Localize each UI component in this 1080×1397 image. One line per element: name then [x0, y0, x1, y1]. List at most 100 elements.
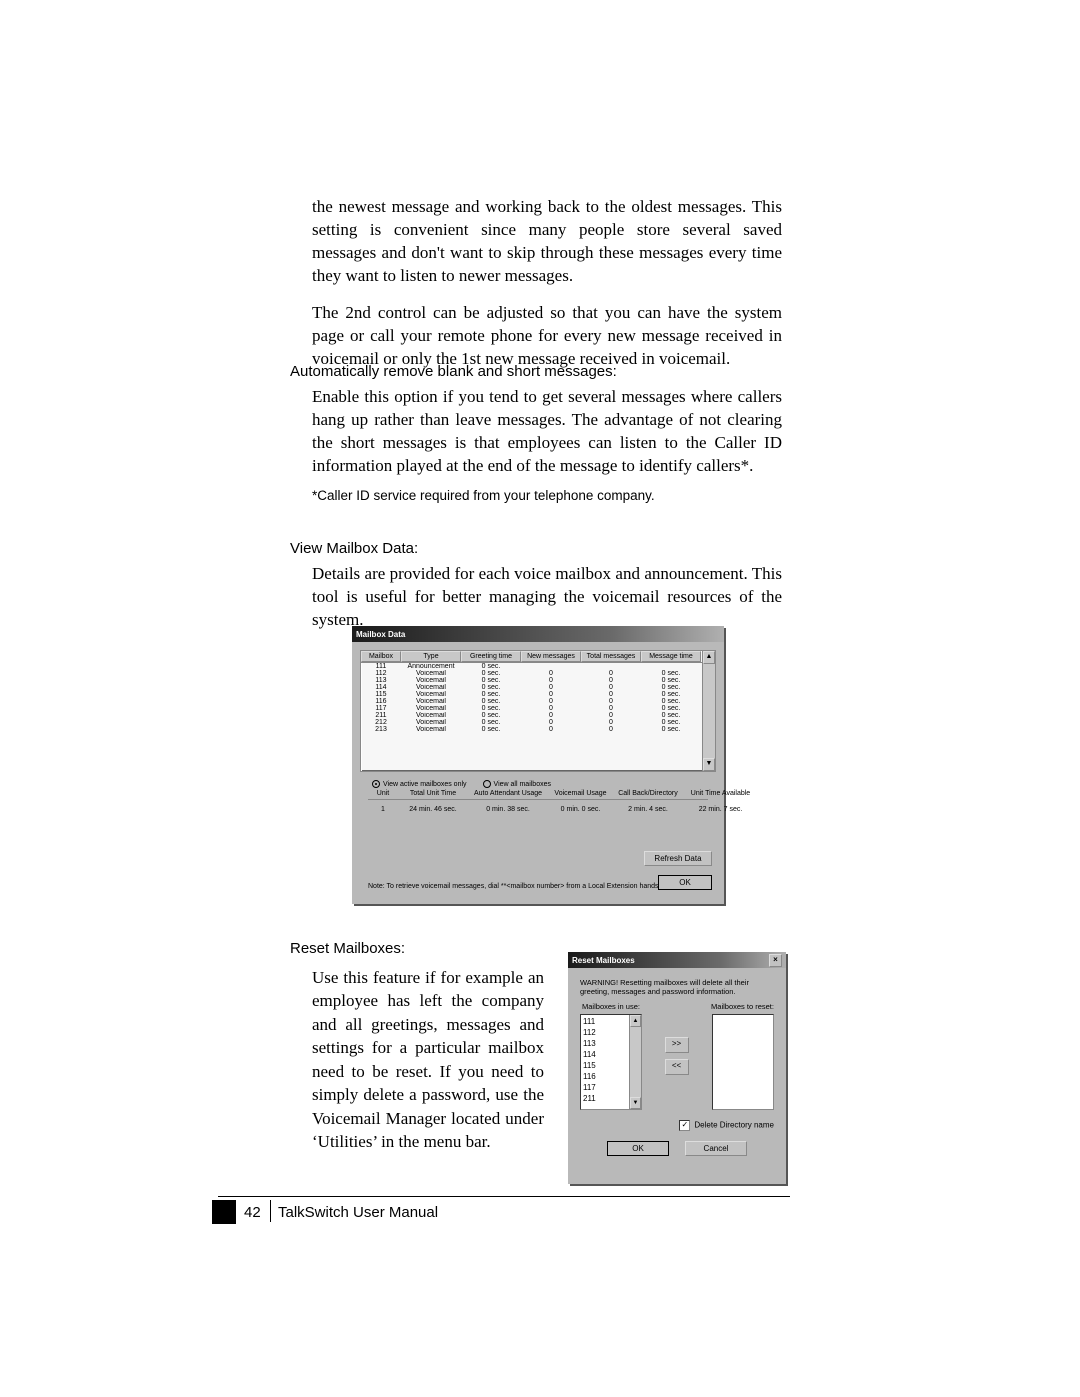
cell: Voicemail [401, 726, 461, 733]
cell: Voicemail [401, 719, 461, 726]
dialog-titlebar[interactable]: Reset Mailboxes × [568, 952, 786, 968]
cell: Announcement [401, 663, 461, 670]
radio-group: View active mailboxes only View all mail… [372, 780, 716, 788]
column-header[interactable]: Total messages [581, 651, 641, 662]
cell: 0 sec. [461, 712, 521, 719]
mailboxes-to-reset-list[interactable] [712, 1014, 774, 1110]
paragraph: The 2nd control can be adjusted so that … [312, 302, 782, 371]
scrollbar[interactable]: ▲▼ [629, 1015, 641, 1109]
list-transfer: Mailboxes in use: 1111121131141151161172… [580, 1002, 774, 1110]
cell: 24 min. 46 sec. [398, 806, 468, 813]
column-header[interactable]: New messages [521, 651, 581, 662]
cell: 0 sec. [461, 691, 521, 698]
table-row[interactable]: 113Voicemail0 sec.000 sec. [361, 677, 715, 684]
cell: 0 sec. [461, 677, 521, 684]
scroll-up-icon[interactable]: ▲ [703, 651, 715, 664]
paragraph: the newest message and working back to t… [312, 196, 782, 288]
table-row[interactable]: 115Voicemail0 sec.000 sec. [361, 691, 715, 698]
cell: 0 sec. [641, 705, 701, 712]
move-left-button[interactable]: << [665, 1059, 689, 1075]
mailboxes-in-use-list[interactable]: 111112113114115116117211 ▲▼ [580, 1014, 642, 1110]
ok-button[interactable]: OK [607, 1141, 669, 1156]
cell: Voicemail [401, 712, 461, 719]
cell: 0 [581, 712, 641, 719]
footer-rule [218, 1196, 790, 1197]
table-row[interactable]: 111Announcement0 sec. [361, 663, 715, 670]
warning-text: WARNING! Resetting mailboxes will delete… [580, 978, 774, 996]
cell: 0 [521, 705, 581, 712]
cell: 0 [521, 726, 581, 733]
cell: 0 [581, 691, 641, 698]
cell [521, 663, 581, 670]
dialog-title: Reset Mailboxes [572, 956, 635, 965]
cell: 0 min. 38 sec. [468, 806, 548, 813]
cell: 0 [581, 684, 641, 691]
cell: 212 [361, 719, 401, 726]
cell: 0 sec. [461, 698, 521, 705]
scroll-up-icon[interactable]: ▲ [630, 1015, 641, 1027]
scrollbar[interactable]: ▲ ▼ [702, 651, 715, 771]
cell: 0 sec. [641, 698, 701, 705]
cell: 0 sec. [461, 705, 521, 712]
dialog-titlebar[interactable]: Mailbox Data [352, 626, 724, 642]
body-column: the newest message and working back to t… [312, 196, 782, 385]
cell: 1 [368, 806, 398, 813]
cell: 0 sec. [641, 677, 701, 684]
cancel-button[interactable]: Cancel [685, 1141, 747, 1156]
cell: 117 [361, 705, 401, 712]
cell: 0 sec. [461, 663, 521, 670]
move-right-button[interactable]: >> [665, 1037, 689, 1053]
cell: 0 sec. [461, 670, 521, 677]
column-header: Auto Attendant Usage [468, 790, 548, 797]
footer-square-icon [212, 1200, 236, 1224]
cell: 0 [581, 726, 641, 733]
refresh-data-button[interactable]: Refresh Data [644, 851, 712, 866]
table-row[interactable]: 213Voicemail0 sec.000 sec. [361, 726, 715, 733]
cell: 2 min. 4 sec. [613, 806, 683, 813]
scroll-down-icon[interactable]: ▼ [630, 1097, 641, 1109]
cell: 0 [581, 677, 641, 684]
cell: 0 sec. [641, 670, 701, 677]
table-body: 111Announcement0 sec.112Voicemail0 sec.0… [361, 663, 715, 733]
cell: 111 [361, 663, 401, 670]
section-auto-remove: Automatically remove blank and short mes… [290, 363, 782, 503]
cell: 0 min. 0 sec. [548, 806, 613, 813]
table-row[interactable]: 212Voicemail0 sec.000 sec. [361, 719, 715, 726]
cell: 0 [521, 684, 581, 691]
dialog-note: Note: To retrieve voicemail messages, di… [368, 883, 666, 890]
scroll-down-icon[interactable]: ▼ [703, 758, 715, 771]
section-heading: View Mailbox Data: [290, 540, 782, 557]
cell: 0 sec. [641, 691, 701, 698]
mailbox-table: Mailbox Type Greeting time New messages … [360, 650, 716, 772]
cell: Voicemail [401, 698, 461, 705]
close-icon[interactable]: × [769, 954, 782, 967]
table-row[interactable]: 114Voicemail0 sec.000 sec. [361, 684, 715, 691]
column-header: Total Unit Time [398, 790, 468, 797]
cell: 0 [521, 677, 581, 684]
cell: 0 [521, 698, 581, 705]
delete-directory-checkbox[interactable]: ✓Delete Directory name [568, 1120, 774, 1131]
column-header[interactable]: Type [401, 651, 461, 662]
cell: 22 min. 7 sec. [683, 806, 758, 813]
column-header[interactable]: Greeting time [461, 651, 521, 662]
reset-mailboxes-dialog: Reset Mailboxes × WARNING! Resetting mai… [568, 952, 786, 1184]
cell: Voicemail [401, 670, 461, 677]
table-row[interactable]: 117Voicemail0 sec.000 sec. [361, 705, 715, 712]
paragraph: Details are provided for each voice mail… [312, 563, 782, 632]
radio-all[interactable]: View all mailboxes [483, 780, 551, 788]
cell: Voicemail [401, 677, 461, 684]
table-row[interactable]: 112Voicemail0 sec.000 sec. [361, 670, 715, 677]
footer-separator [270, 1200, 271, 1222]
cell: 211 [361, 712, 401, 719]
table-row[interactable]: 211Voicemail0 sec.000 sec. [361, 712, 715, 719]
dialog-title: Mailbox Data [356, 630, 405, 639]
ok-button[interactable]: OK [658, 875, 712, 890]
column-header: Voicemail Usage [548, 790, 613, 797]
table-row[interactable]: 116Voicemail0 sec.000 sec. [361, 698, 715, 705]
summary-header: Unit Total Unit Time Auto Attendant Usag… [368, 790, 708, 800]
column-header[interactable]: Message time [641, 651, 701, 662]
section-view-mailbox: View Mailbox Data: Details are provided … [290, 540, 782, 632]
footnote: *Caller ID service required from your te… [312, 488, 782, 503]
radio-active-only[interactable]: View active mailboxes only [372, 780, 467, 788]
column-header[interactable]: Mailbox [361, 651, 401, 662]
